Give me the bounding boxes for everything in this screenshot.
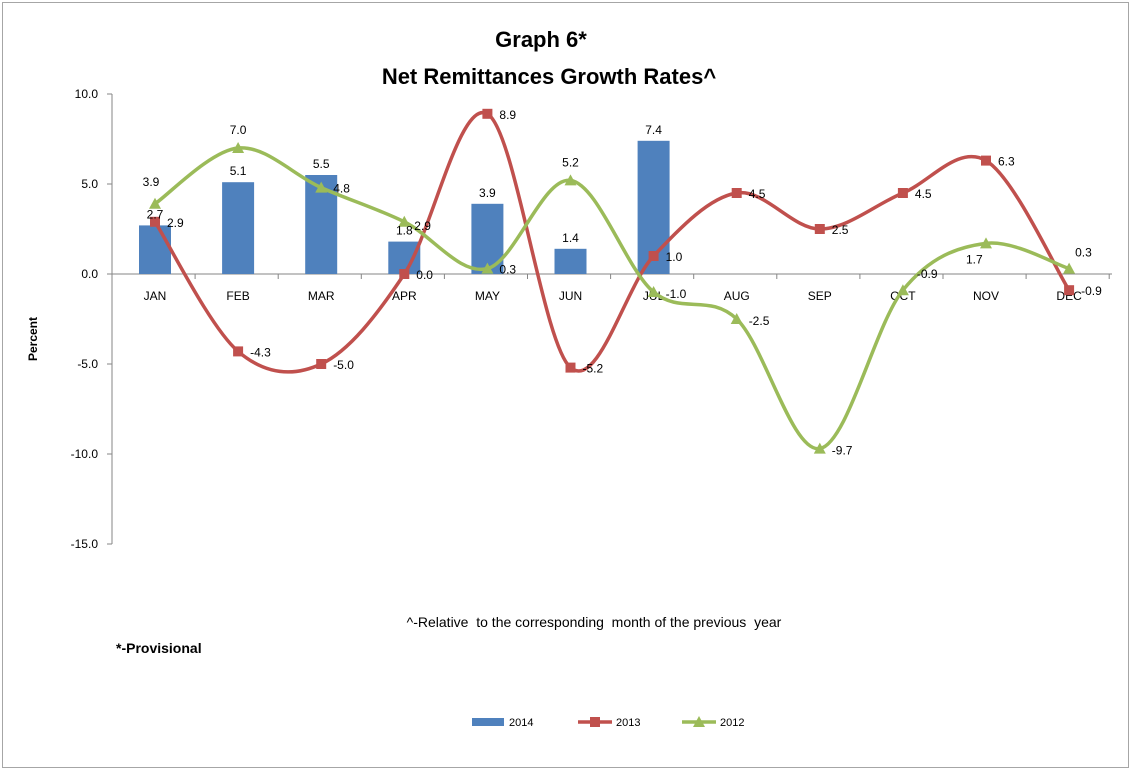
x-tick-label: JAN (144, 289, 167, 303)
legend-label-2012: 2012 (720, 717, 744, 729)
x-tick-label: SEP (808, 289, 832, 303)
marker-2013 (897, 188, 908, 198)
x-tick-label: JUN (559, 289, 582, 303)
footnote-provisional: *-Provisional (116, 640, 202, 656)
marker-2013 (482, 108, 493, 119)
data-label-2012: 1.7 (966, 252, 983, 266)
data-label-2013: -5.0 (333, 358, 354, 372)
marker-2012 (398, 215, 411, 227)
chart-title: Graph 6* (495, 27, 587, 52)
data-label-2012: 0.3 (499, 263, 516, 277)
x-tick-label: MAY (475, 289, 500, 303)
legend-marker-2012 (693, 716, 705, 727)
marker-2013 (1064, 285, 1075, 296)
data-label-2013: 2.9 (167, 216, 184, 230)
marker-2012 (232, 142, 245, 153)
bar-2014 (554, 248, 587, 274)
bar-2014 (222, 182, 255, 274)
marker-2012 (315, 181, 328, 193)
footnote-relative: ^-Relative to the corresponding month of… (407, 614, 782, 630)
y-tick-label: 5.0 (81, 177, 98, 191)
data-label-2013: 1.0 (666, 250, 683, 264)
marker-2013 (981, 155, 991, 166)
marker-2012 (647, 286, 660, 297)
x-tick-label: NOV (973, 289, 999, 303)
legend-marker-2013 (590, 717, 600, 727)
marker-2013 (316, 359, 327, 369)
legend-label-2014: 2014 (509, 717, 533, 729)
marker-2013 (565, 362, 576, 373)
chart-subtitle: Net Remittances Growth Rates^ (382, 64, 717, 89)
data-label-2013: 6.3 (998, 155, 1015, 169)
x-tick-label: DEC (1056, 289, 1082, 303)
y-axis-label: Percent (26, 317, 40, 361)
data-label-2012: 0.3 (1075, 246, 1092, 260)
data-label-2012: -2.5 (749, 314, 770, 328)
y-tick-label: 10.0 (75, 87, 99, 101)
marker-2013 (233, 346, 244, 357)
data-label-2014: 2.7 (147, 207, 164, 221)
legend-swatch-2014 (472, 718, 504, 726)
x-tick-label: AUG (724, 289, 750, 303)
data-label-2013: -5.2 (583, 362, 604, 376)
data-label-2013: 8.9 (499, 108, 516, 122)
data-label-2012: 7.0 (230, 123, 247, 137)
legend: 2014 2013 2012 (472, 716, 744, 729)
data-label-2012: -0.9 (917, 267, 938, 281)
data-label-2013: 0.0 (416, 268, 433, 282)
data-label-2013: -4.3 (250, 345, 271, 359)
data-label-2012: 2.9 (414, 219, 431, 233)
data-label-2014: 3.9 (479, 186, 496, 200)
data-label-2014: 1.4 (562, 231, 579, 245)
x-tick-label: MAR (308, 289, 335, 303)
data-label-2013: 4.5 (749, 187, 766, 201)
marker-2012 (564, 174, 577, 186)
data-label-2013: -0.9 (1081, 284, 1102, 298)
marker-2013 (814, 224, 825, 234)
marker-2012 (813, 442, 826, 454)
data-label-2014: 5.1 (230, 164, 247, 178)
data-label-2013: 4.5 (915, 187, 932, 201)
marker-2012 (730, 313, 743, 324)
x-tick-label: FEB (226, 289, 249, 303)
marker-2013 (731, 188, 742, 198)
bar-2014 (139, 225, 171, 274)
y-tick-label: 0.0 (81, 267, 98, 281)
x-tick-label: APR (392, 289, 417, 303)
data-label-2014: 5.5 (313, 157, 330, 171)
marker-2013 (150, 216, 160, 227)
marker-2012 (149, 197, 161, 209)
marker-2012 (1063, 262, 1076, 274)
legend-label-2013: 2013 (616, 717, 640, 729)
y-tick-label: -15.0 (71, 537, 99, 551)
data-label-2012: 3.9 (143, 175, 160, 189)
y-tick-label: -5.0 (77, 357, 98, 371)
data-label-2013: 2.5 (832, 223, 849, 237)
data-label-2012: -1.0 (666, 287, 687, 301)
line-2012 (153, 146, 1070, 451)
data-label-2014: 1.8 (396, 224, 413, 238)
y-tick-label: -10.0 (71, 447, 99, 461)
plot-area: 10.0 5.0 0.0 -5.0 -10.0 -15.0 JAN FEB MAR APR MAY J… (71, 87, 1112, 551)
marker-2012 (980, 237, 992, 249)
line-2013 (153, 110, 1071, 374)
data-label-2012: 5.2 (562, 155, 579, 169)
marker-2012 (481, 262, 494, 274)
marker-2013 (399, 269, 410, 279)
data-label-2012: 4.8 (333, 182, 350, 196)
marker-2013 (648, 251, 659, 261)
data-label-2014: 7.4 (645, 123, 662, 137)
data-label-2012: -9.7 (832, 444, 853, 458)
marker-2012 (896, 284, 909, 296)
